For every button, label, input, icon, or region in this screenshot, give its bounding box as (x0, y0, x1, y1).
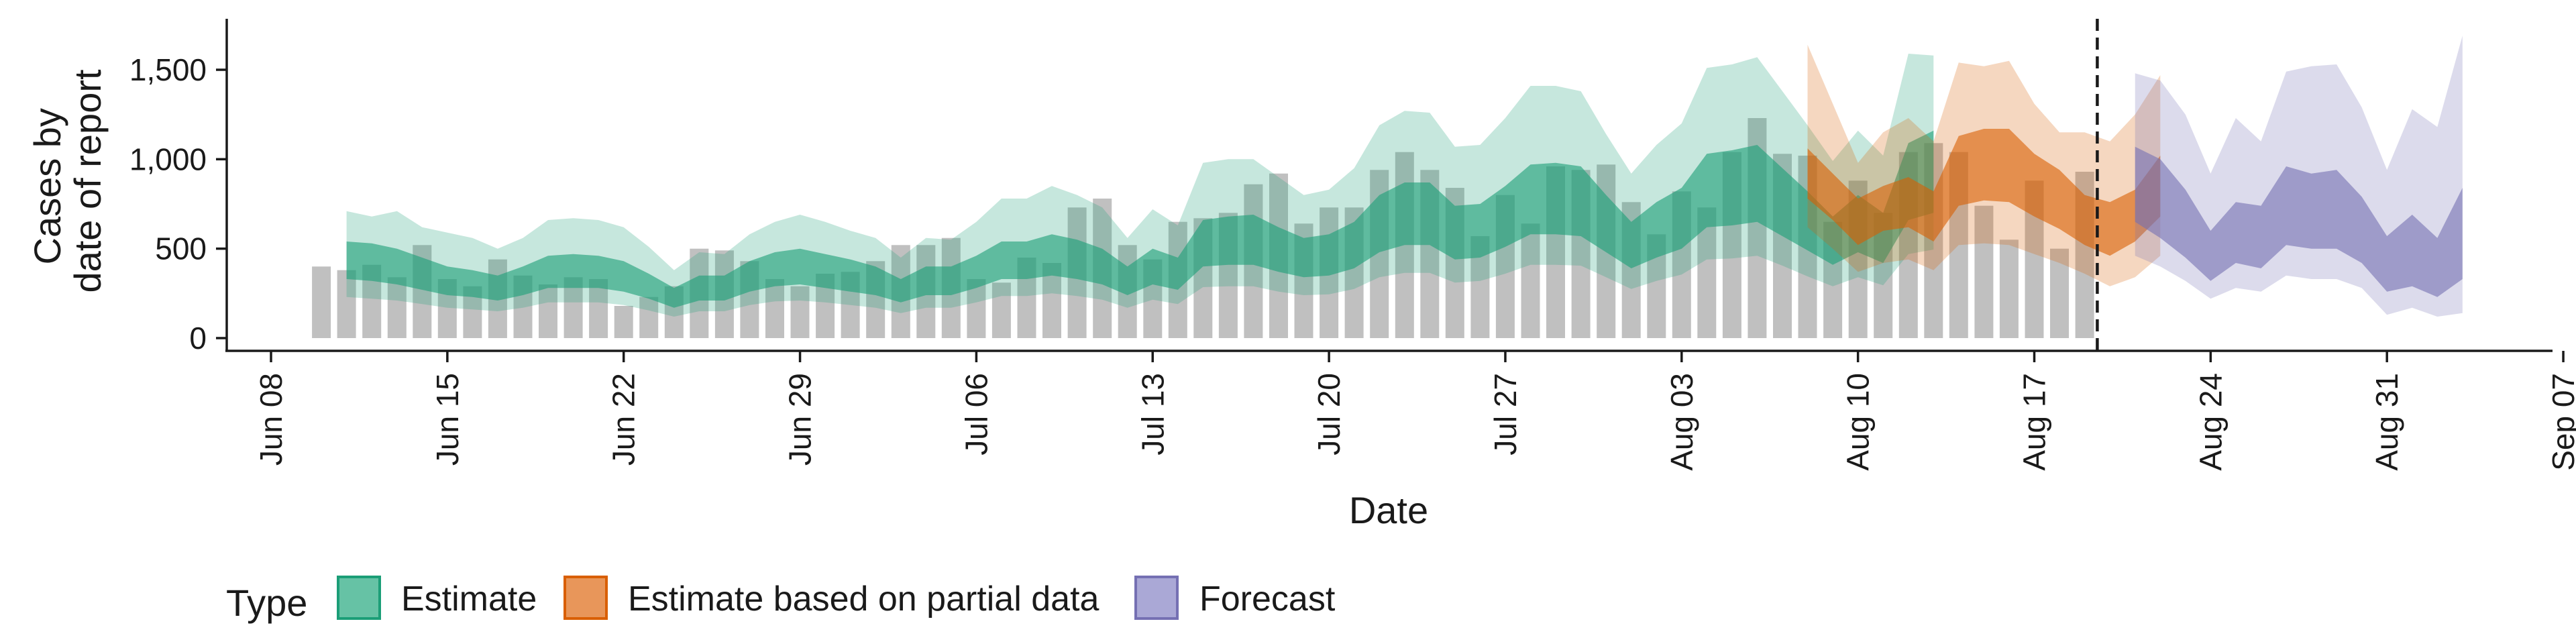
legend-swatch-forecast (1134, 576, 1179, 620)
legend-swatch-estimate (337, 576, 381, 620)
x-axis-title: Date (1349, 489, 1428, 531)
estimate-based-on-partial-data-inner-band (1807, 129, 2161, 256)
x-tick-label: Jun 08 (254, 373, 288, 466)
estimate-outer-band (346, 54, 1934, 317)
case-bar (790, 286, 810, 338)
legend-title: Type (226, 582, 307, 624)
y-axis-title: Cases by date of report (26, 69, 109, 293)
estimate-based-on-partial-data-series (1807, 44, 2161, 286)
legend-label-forecast: Forecast (1199, 580, 1336, 619)
x-tick-label: Jul 06 (959, 373, 994, 455)
estimate-inner-band (346, 130, 1934, 308)
y-axis-ticks: 0 500 1,000 1,500 (129, 52, 227, 356)
case-bar (639, 297, 659, 338)
case-bar (1974, 205, 1994, 338)
case-bar (1521, 223, 1540, 338)
case-bar (387, 277, 407, 338)
case-bar (337, 270, 356, 338)
y-axis-title-line-1: Cases by (26, 108, 68, 264)
y-tick-label: 1,000 (129, 142, 207, 176)
case-bar (589, 279, 608, 338)
y-tick-label: 500 (155, 231, 207, 266)
case-bar (765, 279, 784, 338)
case-bar (991, 282, 1011, 338)
estimate-series (346, 54, 1934, 317)
legend: Type Estimate Estimate based on partial d… (226, 576, 1336, 624)
x-tick-label: Aug 03 (1664, 373, 1699, 471)
x-tick-label: Aug 17 (2017, 373, 2052, 471)
x-tick-label: Jul 13 (1135, 373, 1170, 455)
x-tick-label: Jul 20 (1311, 373, 1346, 455)
case-bar (312, 266, 331, 338)
y-tick-label: 1,500 (129, 52, 207, 87)
legend-label-estimate-partial: Estimate based on partial data (628, 580, 1099, 619)
axes (225, 19, 2553, 352)
case-bar (2050, 248, 2069, 338)
case-bar (539, 284, 557, 338)
x-tick-label: Jul 27 (1488, 373, 1523, 455)
x-axis-ticks: Jun 08 Jun 15 Jun 22 Jun 29 Jul 06 Jul 13 Jul … (254, 351, 2576, 471)
x-tick-label: Jun 15 (430, 373, 465, 466)
x-tick-label: Jun 22 (606, 373, 641, 466)
legend-swatch-estimate-partial (564, 576, 608, 620)
forecast-inner-band (2135, 146, 2463, 297)
x-tick-label: Aug 31 (2369, 373, 2404, 471)
x-tick-label: Aug 10 (1841, 373, 1876, 471)
estimate-bands (346, 36, 2463, 317)
case-bar (614, 306, 633, 338)
forecast-series (2135, 36, 2463, 317)
x-tick-label: Jun 29 (783, 373, 818, 466)
y-tick-label: 0 (189, 321, 207, 356)
x-tick-label: Aug 24 (2193, 373, 2228, 471)
y-axis-title-line-2: date of report (66, 69, 109, 293)
legend-label-estimate: Estimate (401, 580, 537, 619)
x-tick-label: Sep 07 (2546, 373, 2576, 471)
case-bar (1999, 239, 2019, 338)
